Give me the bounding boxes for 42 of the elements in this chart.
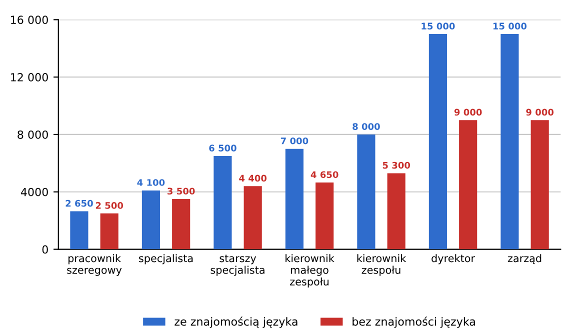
x-tick-label: specjalista bbox=[139, 254, 193, 264]
bar bbox=[316, 182, 334, 250]
y-tick-label: 4000 bbox=[20, 188, 48, 196]
x-tick-label: pracownik szeregowy bbox=[67, 254, 122, 276]
data-label: 5 300 bbox=[382, 162, 410, 169]
data-label: 2 500 bbox=[96, 202, 124, 209]
bar bbox=[387, 173, 406, 250]
bar bbox=[285, 148, 304, 250]
data-label: 15 000 bbox=[422, 22, 455, 30]
legend-label: ze znajomością języka bbox=[174, 316, 298, 328]
data-label: 7 000 bbox=[280, 137, 308, 144]
bar bbox=[459, 120, 478, 250]
bar bbox=[100, 213, 118, 250]
x-tick-label: zarząd bbox=[508, 254, 542, 264]
bar bbox=[172, 199, 190, 250]
data-label: 9 000 bbox=[454, 108, 482, 116]
y-tick-label: 8 000 bbox=[18, 130, 48, 139]
data-label: 4 650 bbox=[310, 171, 338, 178]
bar bbox=[142, 190, 160, 250]
data-label: 15 000 bbox=[493, 22, 527, 30]
data-label: 3 500 bbox=[168, 188, 195, 195]
legend-label: bez znajomości języka bbox=[352, 316, 475, 328]
bar bbox=[244, 186, 262, 250]
y-tick-label: 12 000 bbox=[11, 73, 48, 82]
data-label: 4 100 bbox=[137, 179, 165, 186]
data-label: 4 400 bbox=[239, 174, 267, 182]
y-tick-label: 0 bbox=[42, 245, 48, 254]
bar bbox=[357, 134, 376, 250]
bar bbox=[530, 120, 549, 250]
y-tick-label: 16 000 bbox=[11, 16, 48, 24]
bar bbox=[500, 34, 519, 250]
x-tick-label: kierownik małego zespołu bbox=[286, 254, 334, 288]
x-tick-label: dyrektor bbox=[432, 254, 476, 264]
bar bbox=[428, 34, 447, 250]
data-label: 2 650 bbox=[66, 200, 93, 207]
data-label: 6 500 bbox=[209, 144, 236, 152]
data-label: 9 000 bbox=[526, 108, 554, 116]
x-tick-label: kierownik zespołu bbox=[357, 254, 406, 276]
data-label: 8 000 bbox=[352, 123, 380, 130]
bar bbox=[214, 156, 232, 250]
x-tick-label: starszy specjalista bbox=[210, 254, 264, 276]
bar bbox=[70, 211, 88, 250]
